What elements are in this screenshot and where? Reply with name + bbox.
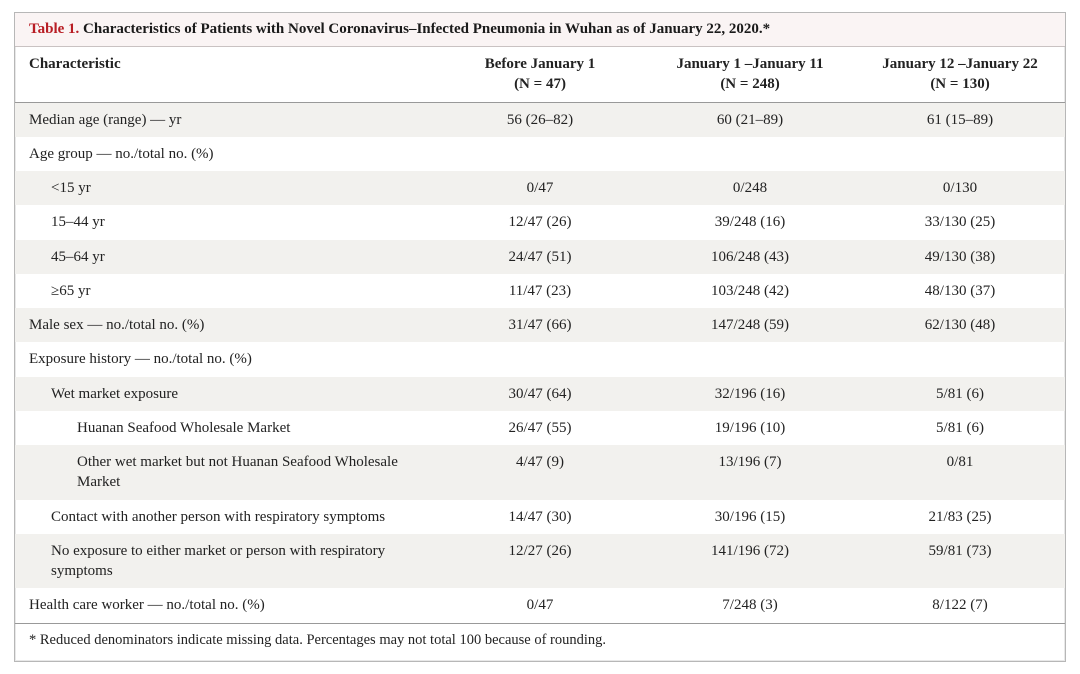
table-row: ≥65 yr11/47 (23)103/248 (42)48/130 (37): [15, 274, 1065, 308]
cell-value: 141/196 (72): [645, 534, 855, 589]
cell-value: 147/248 (59): [645, 308, 855, 342]
table-row: Male sex — no./total no. (%)31/47 (66)14…: [15, 308, 1065, 342]
row-label: Contact with another person with respira…: [15, 500, 435, 534]
cell-value: 49/130 (38): [855, 240, 1065, 274]
cell-value: 24/47 (51): [435, 240, 645, 274]
table-title-text: Characteristics of Patients with Novel C…: [83, 21, 770, 37]
table-row: Health care worker — no./total no. (%)0/…: [15, 588, 1065, 622]
cell-value: 21/83 (25): [855, 500, 1065, 534]
header-col-1-line1: Before January 1: [449, 54, 631, 74]
row-label: Age group — no./total no. (%): [15, 137, 435, 171]
table-row: Contact with another person with respira…: [15, 500, 1065, 534]
cell-value: 62/130 (48): [855, 308, 1065, 342]
table-row: No exposure to either market or person w…: [15, 534, 1065, 589]
cell-value: 12/47 (26): [435, 205, 645, 239]
cell-value: 13/196 (7): [645, 445, 855, 500]
cell-value: 4/47 (9): [435, 445, 645, 500]
row-label: No exposure to either market or person w…: [15, 534, 435, 589]
table-row: Exposure history — no./total no. (%): [15, 342, 1065, 376]
cell-value: 0/47: [435, 588, 645, 622]
cell-value: 19/196 (10): [645, 411, 855, 445]
cell-value: 30/196 (15): [645, 500, 855, 534]
cell-value: 103/248 (42): [645, 274, 855, 308]
table-header: Characteristic Before January 1 (N = 47)…: [15, 47, 1065, 102]
cell-value: 26/47 (55): [435, 411, 645, 445]
cell-value: [855, 342, 1065, 376]
cell-value: [435, 342, 645, 376]
table-title-bar: Table 1. Characteristics of Patients wit…: [15, 13, 1065, 47]
row-label: Exposure history — no./total no. (%): [15, 342, 435, 376]
cell-value: 30/47 (64): [435, 377, 645, 411]
row-label: 45–64 yr: [15, 240, 435, 274]
row-label: Other wet market but not Huanan Seafood …: [15, 445, 435, 500]
cell-value: 33/130 (25): [855, 205, 1065, 239]
row-label: 15–44 yr: [15, 205, 435, 239]
row-label: ≥65 yr: [15, 274, 435, 308]
header-col-2-line2: (N = 248): [659, 74, 841, 94]
cell-value: [855, 137, 1065, 171]
header-col-1: Before January 1 (N = 47): [435, 47, 645, 102]
row-label: Huanan Seafood Wholesale Market: [15, 411, 435, 445]
table-number-label: Table 1.: [29, 21, 79, 37]
header-col-3: January 12 –January 22 (N = 130): [855, 47, 1065, 102]
table-row: Wet market exposure30/47 (64)32/196 (16)…: [15, 377, 1065, 411]
table-row: 45–64 yr24/47 (51)106/248 (43)49/130 (38…: [15, 240, 1065, 274]
data-table: Characteristic Before January 1 (N = 47)…: [15, 47, 1065, 623]
table-row: Other wet market but not Huanan Seafood …: [15, 445, 1065, 500]
cell-value: 14/47 (30): [435, 500, 645, 534]
cell-value: 56 (26–82): [435, 102, 645, 137]
row-label: Male sex — no./total no. (%): [15, 308, 435, 342]
cell-value: 0/248: [645, 171, 855, 205]
table-row: 15–44 yr12/47 (26)39/248 (16)33/130 (25): [15, 205, 1065, 239]
cell-value: 32/196 (16): [645, 377, 855, 411]
table-body: Median age (range) — yr56 (26–82)60 (21–…: [15, 102, 1065, 623]
cell-value: 59/81 (73): [855, 534, 1065, 589]
row-label: <15 yr: [15, 171, 435, 205]
cell-value: 0/130: [855, 171, 1065, 205]
cell-value: 48/130 (37): [855, 274, 1065, 308]
cell-value: 5/81 (6): [855, 377, 1065, 411]
cell-value: 8/122 (7): [855, 588, 1065, 622]
cell-value: 60 (21–89): [645, 102, 855, 137]
table-row: Median age (range) — yr56 (26–82)60 (21–…: [15, 102, 1065, 137]
cell-value: 31/47 (66): [435, 308, 645, 342]
cell-value: 5/81 (6): [855, 411, 1065, 445]
cell-value: [435, 137, 645, 171]
cell-value: 0/47: [435, 171, 645, 205]
table-row: <15 yr0/470/2480/130: [15, 171, 1065, 205]
header-rowlabel-text: Characteristic: [29, 56, 121, 72]
cell-value: 0/81: [855, 445, 1065, 500]
row-label: Wet market exposure: [15, 377, 435, 411]
table-row: Huanan Seafood Wholesale Market26/47 (55…: [15, 411, 1065, 445]
cell-value: 61 (15–89): [855, 102, 1065, 137]
header-col-3-line1: January 12 –January 22: [869, 54, 1051, 74]
cell-value: 11/47 (23): [435, 274, 645, 308]
table-footnote: * Reduced denominators indicate missing …: [15, 624, 1065, 661]
table-frame: Table 1. Characteristics of Patients wit…: [14, 12, 1066, 662]
header-col-3-line2: (N = 130): [869, 74, 1051, 94]
table-row: Age group — no./total no. (%): [15, 137, 1065, 171]
cell-value: 12/27 (26): [435, 534, 645, 589]
cell-value: [645, 342, 855, 376]
cell-value: [645, 137, 855, 171]
header-col-2-line1: January 1 –January 11: [659, 54, 841, 74]
row-label: Median age (range) — yr: [15, 102, 435, 137]
header-col-1-line2: (N = 47): [449, 74, 631, 94]
cell-value: 39/248 (16): [645, 205, 855, 239]
cell-value: 106/248 (43): [645, 240, 855, 274]
cell-value: 7/248 (3): [645, 588, 855, 622]
row-label: Health care worker — no./total no. (%): [15, 588, 435, 622]
header-characteristic: Characteristic: [15, 47, 435, 102]
header-col-2: January 1 –January 11 (N = 248): [645, 47, 855, 102]
